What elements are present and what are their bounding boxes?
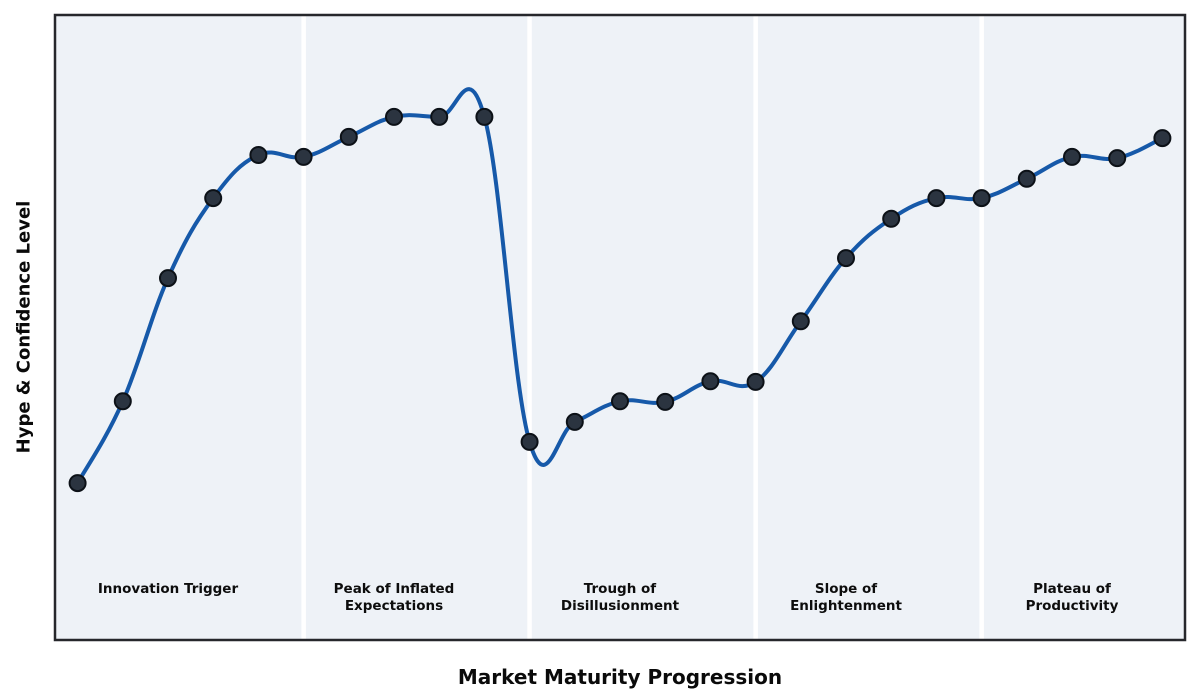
data-point-marker: [837, 249, 855, 268]
phase-band-separator: [753, 15, 758, 640]
phase-label-innovation-trigger: Innovation Trigger: [97, 581, 239, 597]
data-point-marker: [565, 412, 584, 431]
phase-label-plateau-of-productivity: Plateau of Productivity: [1025, 581, 1119, 614]
hype-curve: [75, 87, 1165, 486]
data-point-marker: [746, 372, 765, 391]
data-point-marker: [159, 269, 177, 288]
phase-label-trough-of-disillusionment: Trough of Disillusionment: [560, 581, 680, 614]
data-point-marker: [520, 432, 539, 451]
data-point-marker: [204, 189, 223, 208]
data-point-marker: [1017, 169, 1036, 188]
data-point-marker: [113, 392, 132, 411]
phase-band-separator: [301, 15, 306, 640]
data-point-marker: [656, 392, 675, 411]
data-point-marker: [611, 392, 629, 411]
plot-background: [55, 15, 1185, 640]
data-point-marker: [385, 107, 403, 126]
plot-border: [53, 13, 1187, 642]
data-point-marker: [882, 209, 901, 228]
data-point-marker: [68, 474, 87, 493]
data-point-marker: [972, 189, 991, 208]
x-axis-label: Market Maturity Progression: [457, 665, 783, 689]
data-point-marker: [791, 312, 810, 331]
data-point-marker: [249, 146, 268, 164]
data-point-marker: [1153, 129, 1172, 148]
data-point-marker: [701, 372, 720, 391]
y-axis-label: Hype & Confidence Level: [13, 200, 35, 454]
data-point-marker: [430, 107, 449, 126]
data-point-marker: [927, 189, 946, 208]
data-point-marker: [475, 107, 494, 126]
phase-label-slope-of-enlightenment: Slope of Enlightenment: [790, 581, 902, 614]
data-point-marker: [294, 147, 313, 166]
phase-band-separator: [527, 15, 532, 640]
phase-label-peak-of-inflated-expectations: Peak of Inflated Expectations: [333, 581, 455, 614]
phase-band-separator: [979, 15, 984, 640]
data-point-marker: [339, 127, 358, 146]
data-point-marker: [1063, 147, 1081, 166]
data-point-marker: [1108, 149, 1127, 168]
